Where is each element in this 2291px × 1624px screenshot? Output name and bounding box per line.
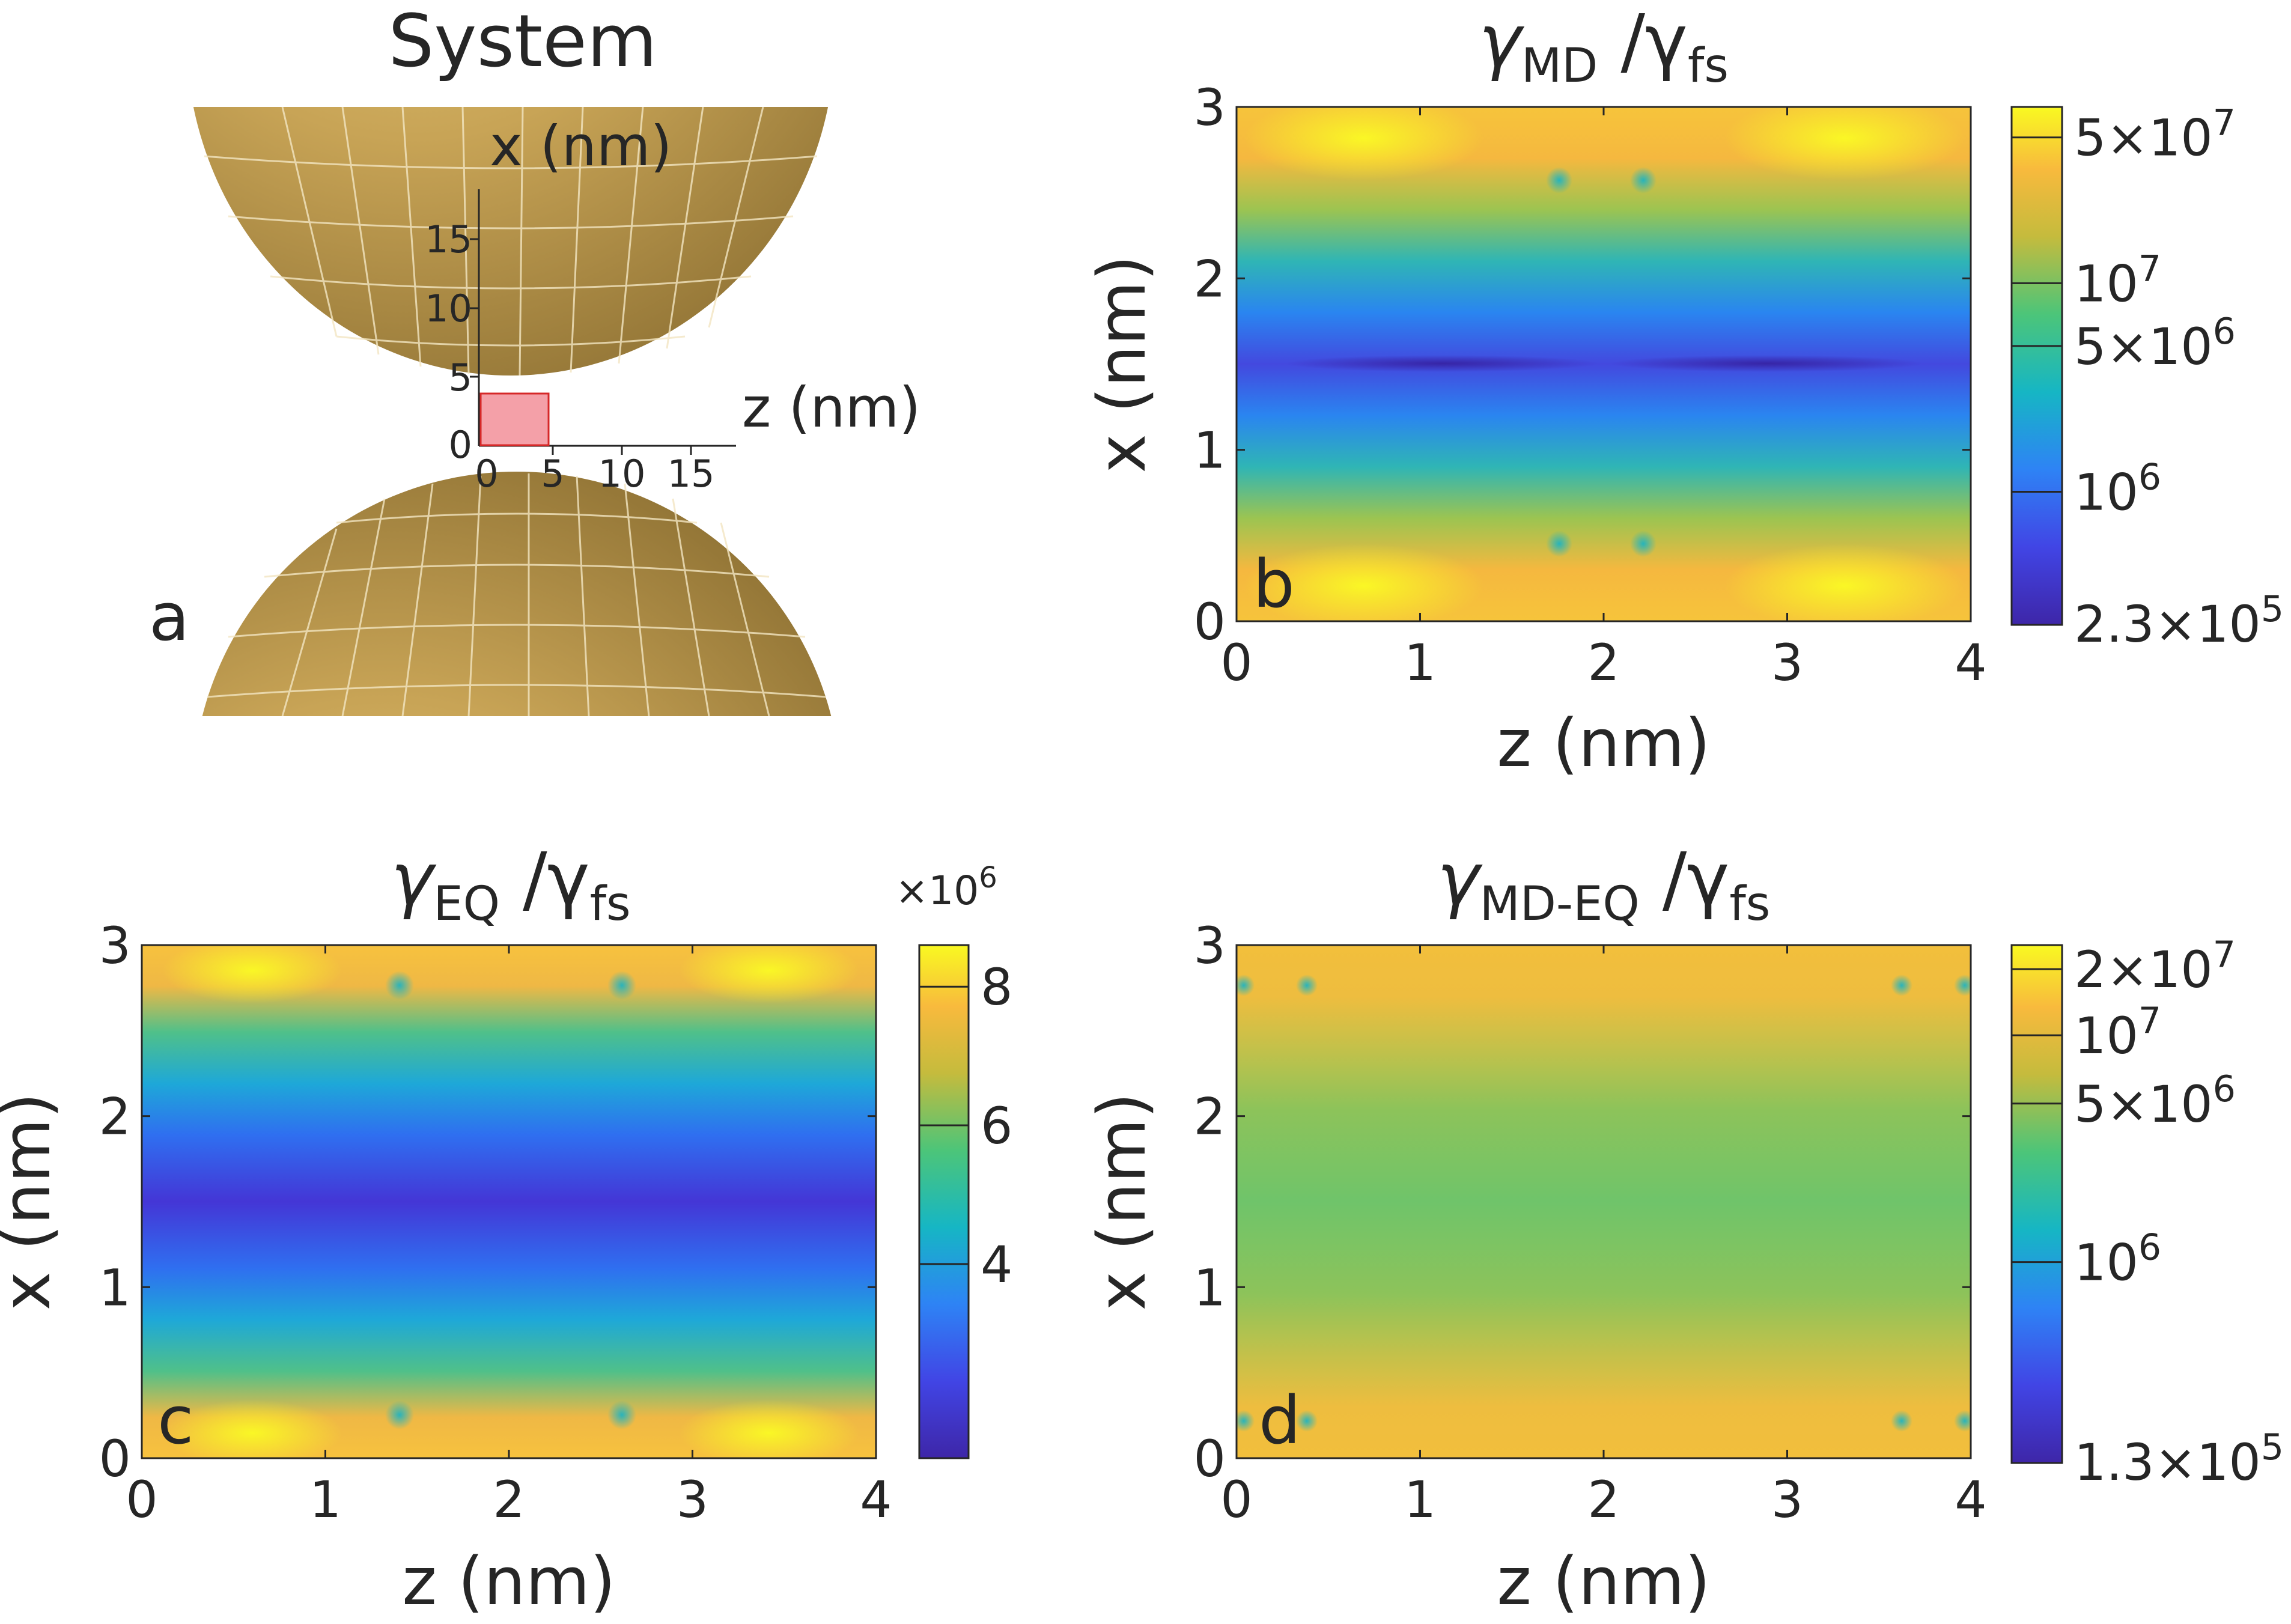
bottom-sphere: [202, 472, 832, 716]
colorbar-tick-label: 107: [2074, 1000, 2161, 1065]
colorbar-tick-label: 2×107: [2074, 934, 2236, 999]
colorbar-tick-label: 5×106: [2074, 311, 2236, 376]
y-tick-label: 3: [1194, 78, 1226, 137]
heatmap-c-title: γEQ /γfs: [391, 838, 630, 931]
system-x-ticks: 15 10 5 0: [425, 217, 472, 467]
heatmap-b-axes: 0 1 2 3 4 0 1 2 3: [1194, 78, 1987, 692]
colorbar-b: [2010, 106, 2063, 626]
heatmap-c-image: [142, 945, 876, 1458]
colorbar-tick-label: 107: [2074, 248, 2161, 313]
y-tick-label: 1: [1194, 1258, 1226, 1317]
svg-text:5: 5: [449, 356, 472, 400]
title-gamma: γ: [1479, 0, 1525, 84]
colorbar-tick-label: 4: [981, 1235, 1012, 1294]
svg-text:0: 0: [449, 423, 472, 467]
y-tick-label: 0: [1194, 592, 1226, 651]
heatmap-panel-d: 0 1 2 3 4 0 1 2 3 d γMD-EQ /γfs z (nm) x (nm) 1.…: [1083, 838, 2284, 1620]
title-subscript: EQ: [433, 877, 500, 931]
title-divider: /γ: [1598, 0, 1688, 84]
colorbar-tick-label: 106: [2074, 1227, 2161, 1292]
title-divider: /γ: [1640, 838, 1730, 922]
system-z-label: z (nm): [742, 376, 920, 440]
heatmap-c-axes: 0 1 2 3 4 0 1 2 3: [99, 916, 892, 1529]
heatmap-b-xlabel: z (nm): [1497, 705, 1710, 782]
x-tick-label: 1: [1404, 1470, 1436, 1529]
heatmap-d-title: γMD-EQ /γfs: [1437, 838, 1771, 931]
system-z-ticks: 0 5 10 15: [475, 452, 714, 496]
y-tick-label: 0: [99, 1429, 131, 1488]
panel-letter-a: a: [149, 579, 189, 655]
heatmap-d-axes: 0 1 2 3 4 0 1 2 3: [1194, 916, 1987, 1529]
panel-letter-b: b: [1253, 546, 1295, 622]
title-gamma: γ: [391, 838, 437, 922]
colorbar-c-multiplier: ×106: [895, 861, 997, 914]
heatmap-b-title: γMD /γfs: [1479, 0, 1729, 93]
x-tick-label: 2: [1587, 1470, 1619, 1529]
heatmap-c-ylabel: x (nm): [0, 1093, 65, 1311]
title-subscript-fs: fs: [590, 877, 631, 931]
y-tick-label: 2: [1194, 1087, 1226, 1146]
y-tick-label: 0: [1194, 1429, 1226, 1488]
heatmap-c-xlabel: z (nm): [402, 1543, 615, 1620]
colorbar-tick-label: 106: [2074, 456, 2161, 522]
panel-letter-d: d: [1259, 1382, 1301, 1459]
top-sphere: [193, 107, 828, 376]
svg-text:15: 15: [668, 452, 715, 496]
heatmap-panel-c: 0 1 2 3 4 0 1 2 3 c γEQ /γfs z (nm) x (nm) 4 6 8 ×…: [0, 838, 1012, 1620]
y-tick-label: 1: [1194, 421, 1226, 480]
panel-letter-c: c: [157, 1382, 193, 1459]
colorbar-d: [2010, 944, 2063, 1464]
heatmap-d-xlabel: z (nm): [1497, 1543, 1710, 1620]
x-tick-label: 3: [677, 1470, 708, 1529]
colorbar-c: [918, 944, 970, 1459]
y-tick-label: 2: [99, 1087, 131, 1146]
system-x-label: x (nm): [490, 114, 672, 178]
x-tick-label: 4: [860, 1470, 892, 1529]
title-subscript-fs: fs: [1688, 39, 1729, 93]
x-tick-label: 0: [1220, 1470, 1252, 1529]
colorbar-tick-label: 1.3×105: [2074, 1426, 2284, 1492]
title-divider: /γ: [500, 838, 590, 922]
simulation-region: [479, 392, 550, 446]
colorbar-c-ticks: 4 6 8: [919, 958, 1012, 1294]
x-tick-label: 3: [1771, 1470, 1803, 1529]
colorbar-tick-label: 8: [981, 958, 1012, 1017]
x-tick-label: 1: [309, 1470, 341, 1529]
y-tick-label: 3: [99, 916, 131, 975]
y-tick-label: 1: [99, 1258, 131, 1317]
x-tick-label: 3: [1771, 633, 1803, 692]
system-title: System: [388, 0, 657, 84]
heatmap-b-image: [1237, 107, 1971, 621]
title-subscript: MD: [1521, 39, 1598, 93]
x-tick-label: 1: [1404, 633, 1436, 692]
x-tick-label: 0: [1220, 633, 1252, 692]
y-tick-label: 3: [1194, 916, 1226, 975]
y-tick-label: 2: [1194, 249, 1226, 308]
svg-text:10: 10: [425, 287, 472, 330]
title-gamma: γ: [1437, 838, 1483, 922]
x-tick-label: 2: [493, 1470, 525, 1529]
system-panel: System: [149, 0, 920, 716]
svg-text:5: 5: [541, 452, 564, 496]
title-subscript-fs: fs: [1729, 877, 1770, 931]
svg-text:10: 10: [598, 452, 646, 496]
x-tick-label: 4: [1955, 1470, 1986, 1529]
svg-text:0: 0: [475, 452, 498, 496]
x-tick-label: 2: [1587, 633, 1619, 692]
title-subscript: MD-EQ: [1480, 877, 1640, 931]
colorbar-tick-label: 6: [981, 1096, 1012, 1155]
x-tick-label: 4: [1955, 633, 1986, 692]
svg-text:15: 15: [425, 217, 472, 261]
heatmap-d-ylabel: x (nm): [1083, 1093, 1160, 1311]
heatmap-panel-b: 0 1 2 3 4 0 1 2 3 b γMD /γfs z (nm) x (nm) 2.3×1…: [1083, 0, 2284, 782]
colorbar-tick-label: 5×107: [2074, 102, 2236, 168]
colorbar-tick-label: 5×106: [2074, 1068, 2236, 1134]
colorbar-tick-label: 2.3×105: [2074, 588, 2284, 654]
x-tick-label: 0: [126, 1470, 157, 1529]
heatmap-b-ylabel: x (nm): [1083, 255, 1160, 473]
heatmap-d-image: [1237, 945, 1971, 1458]
